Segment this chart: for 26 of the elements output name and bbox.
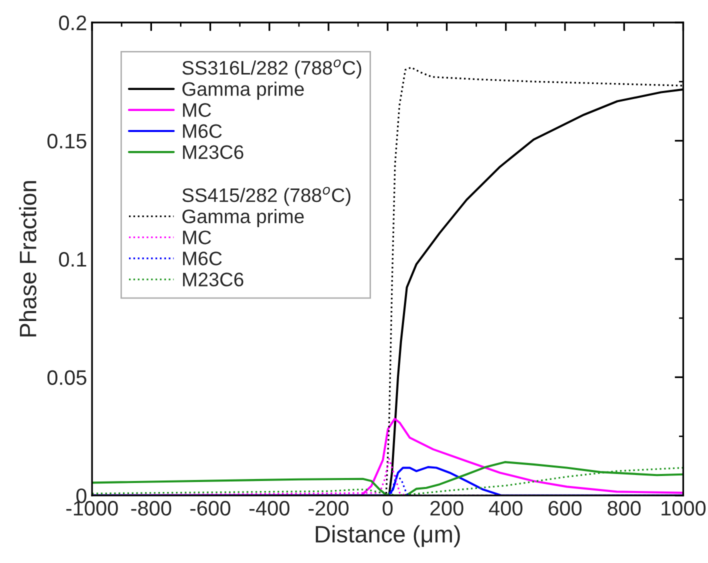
legend-label: M6C <box>183 124 222 138</box>
x-tick-label: 800 <box>608 500 641 516</box>
x-tick-label: 200 <box>430 500 464 516</box>
legend-label: MC <box>183 230 211 244</box>
x-tick-label: -400 <box>249 500 290 516</box>
x-tick-label: -200 <box>308 500 349 516</box>
x-tick-label: 0 <box>382 500 393 516</box>
legend-label: M23C6 <box>183 272 244 286</box>
legend-label: M6C <box>183 252 222 266</box>
legend-label: M23C6 <box>183 145 244 160</box>
x-tick-label: 400 <box>488 500 522 516</box>
x-tick-label: -800 <box>131 500 172 516</box>
y-tick-label: 0.1 <box>59 252 86 267</box>
x-tick-label: -600 <box>190 500 230 516</box>
legend-label: Gamma prime <box>182 82 304 100</box>
x-tick-label: 600 <box>548 500 582 516</box>
y-tick-label: 0.15 <box>47 134 86 149</box>
y-tick-label: 0.05 <box>47 370 86 385</box>
legend-label: Gamma prime <box>182 209 304 228</box>
legend-label: MC <box>183 103 211 117</box>
x-tick-label: 1000 <box>662 500 706 516</box>
x-axis-title: Distance (μm) <box>316 525 460 548</box>
y-axis-title: Phase Fraction <box>19 181 36 336</box>
y-tick-label: 0.2 <box>59 16 86 30</box>
annotation: SS415/282 (788$^{o}$C) <box>182 186 350 206</box>
annotation: SS316L/282 (788$^{o}$C) <box>182 59 362 79</box>
